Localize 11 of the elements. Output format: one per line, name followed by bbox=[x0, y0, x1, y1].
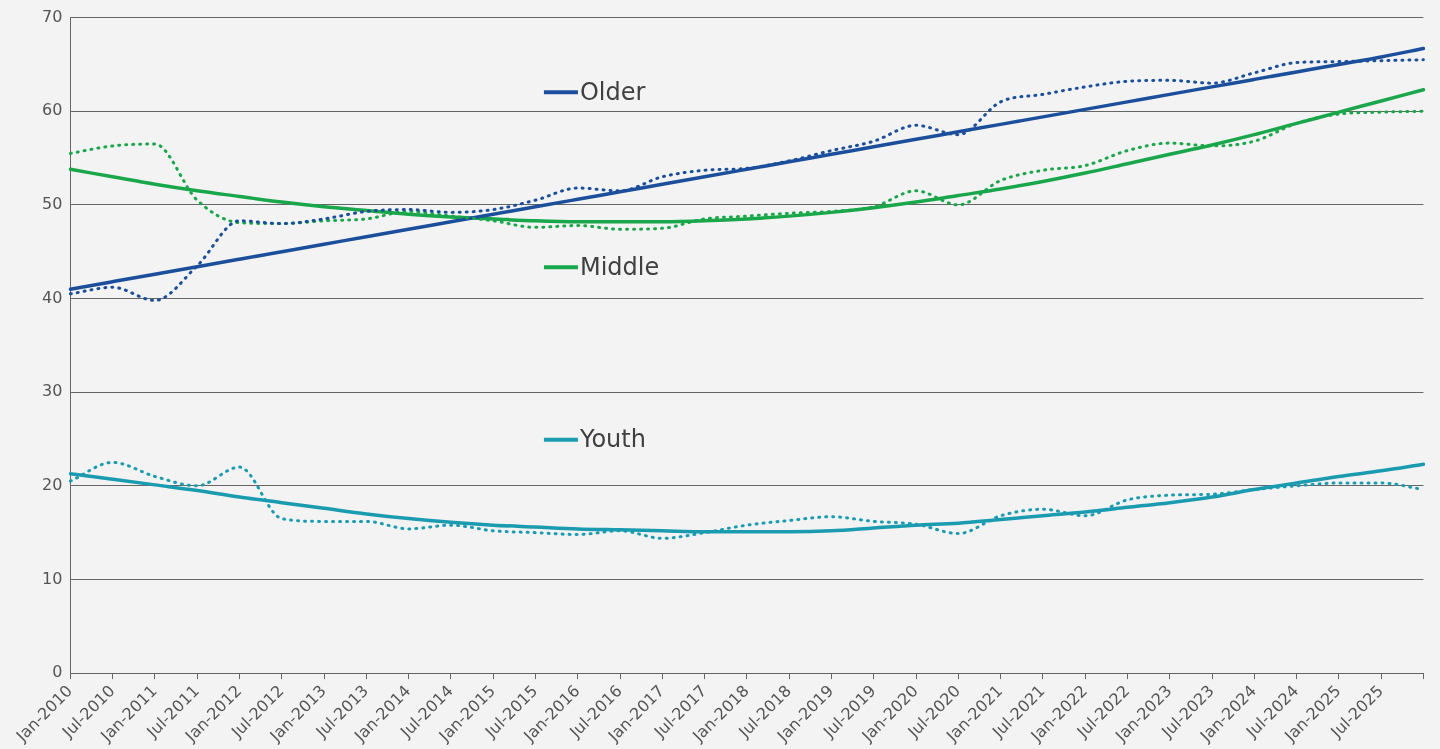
y-tick-label: 60 bbox=[42, 100, 63, 120]
y-tick-label: 10 bbox=[42, 568, 63, 588]
y-tick-label: 50 bbox=[42, 194, 63, 214]
y-tick-label: 30 bbox=[42, 381, 63, 401]
legend-label: Youth bbox=[578, 424, 646, 453]
y-tick-label: 70 bbox=[42, 6, 63, 26]
legend-label: Older bbox=[579, 77, 646, 106]
y-tick-label: 40 bbox=[42, 287, 63, 307]
legend-label: Middle bbox=[579, 252, 660, 281]
y-tick-label: 20 bbox=[42, 474, 63, 494]
y-tick-label: 0 bbox=[52, 662, 63, 682]
